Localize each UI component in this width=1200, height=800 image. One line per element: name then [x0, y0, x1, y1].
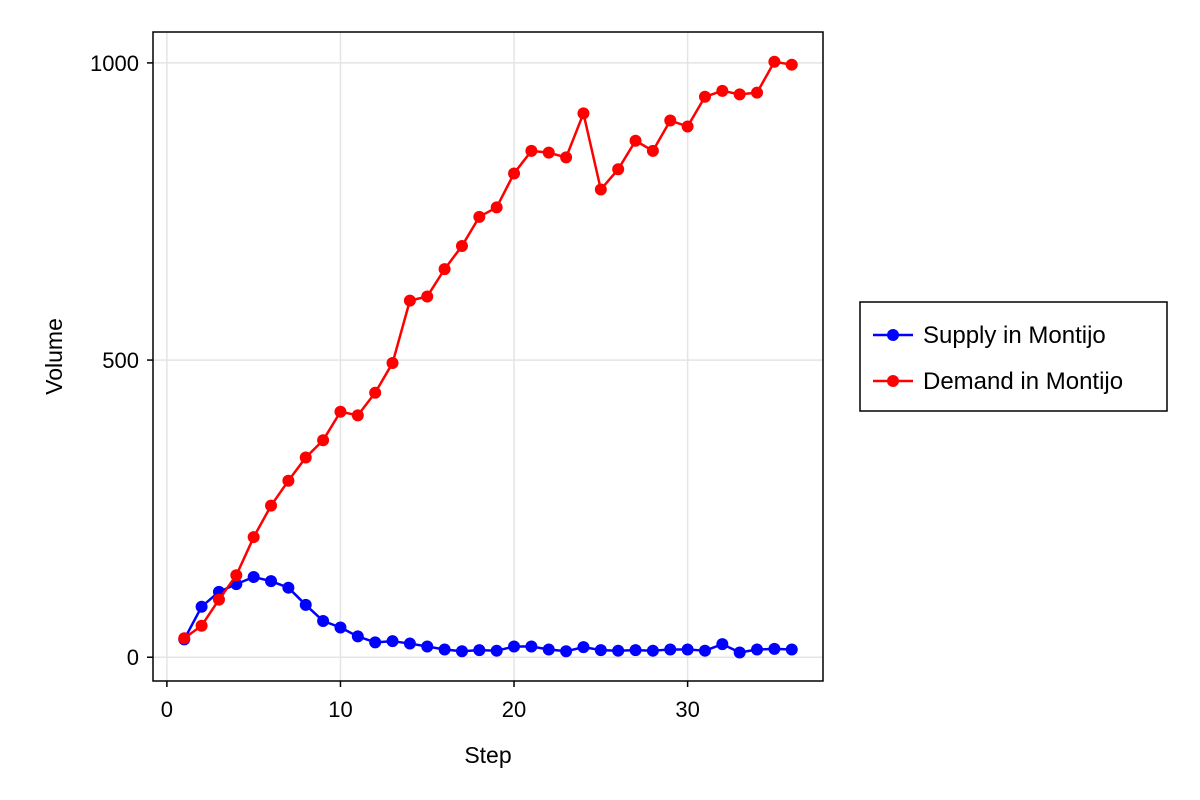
- data-point: [195, 619, 208, 632]
- x-tick-label: 0: [161, 697, 173, 722]
- data-point: [334, 405, 347, 418]
- legend-label: Demand in Montijo: [923, 368, 1123, 395]
- data-point: [577, 641, 590, 654]
- data-point: [265, 575, 278, 588]
- series-demand-in-montijo: [178, 55, 798, 645]
- legend-label: Supply in Montijo: [923, 322, 1106, 349]
- legend-marker: [887, 375, 899, 387]
- data-point: [265, 499, 278, 512]
- data-point: [664, 114, 677, 127]
- data-point: [421, 640, 434, 653]
- data-point: [629, 134, 642, 147]
- legend-marker: [887, 329, 899, 341]
- data-point: [560, 151, 573, 164]
- data-point: [386, 635, 399, 648]
- data-point: [403, 637, 416, 650]
- x-tick-label: 30: [675, 697, 699, 722]
- data-point: [247, 531, 260, 544]
- data-point: [508, 167, 521, 180]
- data-point: [490, 644, 503, 657]
- plot-frame: [152, 31, 824, 682]
- legend: Supply in Montijo Demand in Montijo: [859, 301, 1168, 412]
- series-line: [183, 60, 792, 640]
- data-point: [473, 644, 486, 657]
- data-point: [646, 144, 659, 157]
- data-point: [334, 621, 347, 634]
- data-point: [369, 386, 382, 399]
- data-point: [351, 630, 364, 643]
- data-point: [751, 643, 764, 656]
- data-point: [751, 86, 764, 99]
- data-point: [525, 144, 538, 157]
- data-point: [455, 239, 468, 252]
- data-point: [612, 644, 625, 657]
- data-point: [317, 614, 330, 627]
- data-point: [664, 643, 677, 656]
- data-point: [612, 163, 625, 176]
- data-point: [629, 644, 642, 657]
- data-point: [195, 600, 208, 613]
- data-point: [299, 451, 312, 464]
- data-point: [785, 643, 798, 656]
- data-point: [282, 581, 295, 594]
- data-point: [716, 638, 729, 651]
- series-layer: [178, 55, 798, 659]
- y-tick-label: 1000: [90, 51, 139, 76]
- data-point: [421, 290, 434, 303]
- data-point: [681, 120, 694, 133]
- data-point: [351, 409, 364, 422]
- data-point: [282, 474, 295, 487]
- data-point: [473, 210, 486, 223]
- data-point: [178, 632, 191, 645]
- grid: [153, 32, 823, 681]
- data-point: [646, 644, 659, 657]
- series-supply-in-montijo: [178, 570, 798, 659]
- x-axis-title: Step: [464, 742, 511, 768]
- data-point: [768, 55, 781, 68]
- data-point: [230, 569, 243, 582]
- data-point: [698, 90, 711, 103]
- data-point: [299, 598, 312, 611]
- data-point: [317, 434, 330, 447]
- data-point: [594, 183, 607, 196]
- data-point: [212, 593, 225, 606]
- x-tick-label: 20: [502, 697, 526, 722]
- data-point: [733, 646, 746, 659]
- data-point: [525, 640, 538, 653]
- data-point: [542, 643, 555, 656]
- data-point: [560, 645, 573, 658]
- data-point: [508, 640, 521, 653]
- data-point: [490, 201, 503, 214]
- data-point: [785, 58, 798, 71]
- data-point: [247, 570, 260, 583]
- data-point: [438, 643, 451, 656]
- data-point: [733, 88, 746, 101]
- data-point: [577, 107, 590, 120]
- legend-box: [859, 301, 1168, 412]
- data-point: [698, 644, 711, 657]
- data-point: [455, 645, 468, 658]
- data-point: [542, 146, 555, 159]
- x-tick-label: 10: [328, 697, 352, 722]
- y-tick-label: 0: [127, 645, 139, 670]
- data-point: [403, 294, 416, 307]
- axis-ticks: 0 10 20 30 0 500 1000: [90, 51, 700, 722]
- data-point: [386, 357, 399, 370]
- data-point: [438, 263, 451, 276]
- y-axis-title: Volume: [41, 318, 67, 395]
- data-point: [716, 84, 729, 97]
- data-point: [681, 643, 694, 656]
- y-tick-label: 500: [102, 348, 139, 373]
- data-point: [594, 644, 607, 657]
- data-point: [768, 642, 781, 655]
- data-point: [369, 636, 382, 649]
- series-line: [183, 575, 792, 654]
